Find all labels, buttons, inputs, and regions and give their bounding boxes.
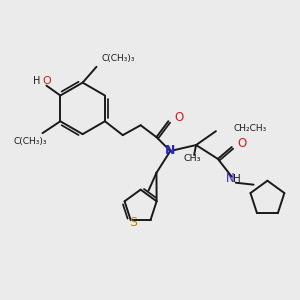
Text: C(CH₃)₃: C(CH₃)₃ <box>14 136 47 146</box>
Text: C(CH₃)₃: C(CH₃)₃ <box>101 54 135 63</box>
Text: O: O <box>43 76 51 85</box>
Text: CH₃: CH₃ <box>183 154 201 164</box>
Text: S: S <box>129 216 137 229</box>
Text: H: H <box>33 76 40 85</box>
Text: O: O <box>174 111 184 124</box>
Text: H: H <box>233 174 241 184</box>
Text: O: O <box>238 136 247 150</box>
Text: N: N <box>165 145 175 158</box>
Text: N: N <box>225 172 234 185</box>
Text: CH₂CH₃: CH₂CH₃ <box>234 124 267 133</box>
